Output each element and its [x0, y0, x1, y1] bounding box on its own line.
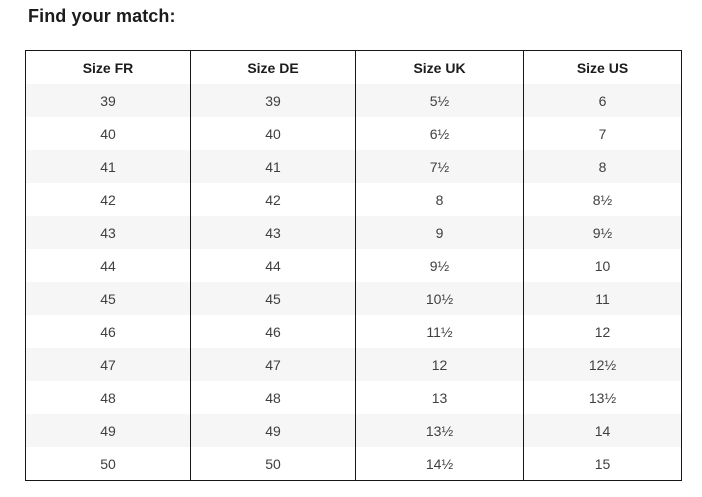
- table-row: 42 42 8 8½: [25, 183, 682, 216]
- table-row: 41 41 7½ 8: [25, 150, 682, 183]
- size-cell: 7: [598, 125, 607, 142]
- table-row: 46 46 11½ 12: [25, 315, 682, 348]
- size-cell: 8½: [592, 191, 613, 208]
- size-cell: 10½: [355, 282, 524, 315]
- size-cell: 45: [25, 282, 191, 315]
- size-cell: 48: [190, 381, 356, 414]
- size-cell: 39: [25, 84, 191, 117]
- size-cell: 49: [190, 414, 356, 447]
- size-cell: 7½: [355, 150, 524, 183]
- page-title: Find your match:: [28, 6, 176, 26]
- size-cell: 8: [598, 158, 607, 175]
- size-cell: 9: [355, 216, 524, 249]
- table-row: 47 47 12 12½: [25, 348, 682, 381]
- size-cell: 9½: [592, 224, 613, 241]
- size-cell: 13½: [355, 414, 524, 447]
- size-cell: 40: [25, 117, 191, 150]
- table-row: 48 48 13 13½: [25, 381, 682, 414]
- size-cell: 12½: [588, 356, 617, 373]
- size-cell: 6: [598, 92, 607, 109]
- size-cell: 8: [355, 183, 524, 216]
- size-cell: 43: [190, 216, 356, 249]
- size-cell: 40: [190, 117, 356, 150]
- column-header-size-uk: Size UK: [355, 50, 524, 84]
- size-cell: 9½: [355, 249, 524, 282]
- column-header-size-fr: Size FR: [25, 50, 191, 84]
- header-row: Size FR Size DE Size UK Size US: [25, 50, 682, 84]
- size-cell: 12: [355, 348, 524, 381]
- size-cell: 10: [594, 257, 611, 274]
- size-cell: 5½: [355, 84, 524, 117]
- size-cell: 42: [25, 183, 191, 216]
- size-cell: 12: [594, 323, 611, 340]
- size-cell: 39: [190, 84, 356, 117]
- table-row: 39 39 5½ 6: [25, 84, 682, 117]
- table-row: 43 43 9 9½: [25, 216, 682, 249]
- table-row: 40 40 6½ 7: [25, 117, 682, 150]
- size-cell: 49: [25, 414, 191, 447]
- size-cell: 50: [25, 447, 191, 481]
- size-cell: 44: [190, 249, 356, 282]
- size-cell: 48: [25, 381, 191, 414]
- table-row: 45 45 10½ 11: [25, 282, 682, 315]
- size-cell: 50: [190, 447, 356, 481]
- size-cell: 41: [25, 150, 191, 183]
- size-cell: 14½: [355, 447, 524, 481]
- size-cell: 11: [595, 290, 610, 307]
- size-cell: 42: [190, 183, 356, 216]
- table-row: 44 44 9½ 10: [25, 249, 682, 282]
- size-cell: 45: [190, 282, 356, 315]
- size-table-header: Size FR Size DE Size UK Size US: [25, 50, 682, 84]
- size-cell: 6½: [355, 117, 524, 150]
- size-cell: 13: [355, 381, 524, 414]
- column-header-size-de: Size DE: [190, 50, 356, 84]
- size-cell: 43: [25, 216, 191, 249]
- size-conversion-table: Size FR Size DE Size UK Size US 39 39 5½ 6 4…: [25, 50, 682, 481]
- column-header-size-us: Size US: [523, 50, 682, 84]
- size-table-body: 39 39 5½ 6 40 40 6½ 7 41 41 7½ 8 42 42 8 8½ 43 43 9 9½ 44 44 9…: [25, 84, 682, 481]
- size-cell: 46: [190, 315, 356, 348]
- size-cell: 47: [190, 348, 356, 381]
- size-cell: 47: [25, 348, 191, 381]
- table-row: 49 49 13½ 14: [25, 414, 682, 447]
- size-cell: 44: [25, 249, 191, 282]
- size-cell: 41: [190, 150, 356, 183]
- size-cell: 13½: [588, 389, 617, 406]
- table-row: 50 50 14½ 15: [25, 447, 682, 481]
- size-cell: 15: [594, 455, 611, 472]
- size-cell: 11½: [355, 315, 524, 348]
- size-cell: 14: [594, 422, 611, 439]
- size-cell: 46: [25, 315, 191, 348]
